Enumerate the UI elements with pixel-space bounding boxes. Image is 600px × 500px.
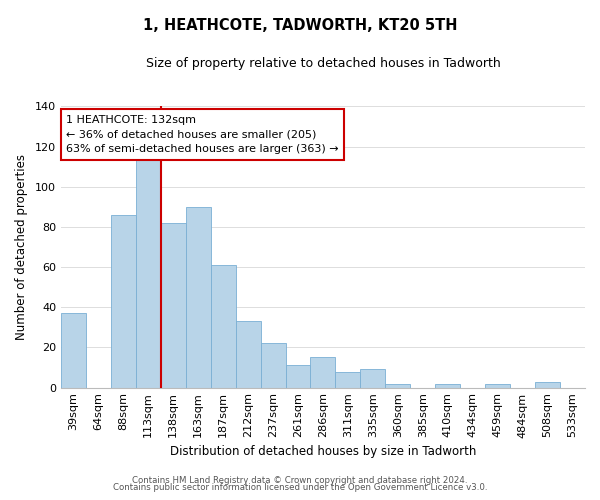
Bar — [485, 384, 510, 388]
Text: Contains public sector information licensed under the Open Government Licence v3: Contains public sector information licen… — [113, 484, 487, 492]
Title: Size of property relative to detached houses in Tadworth: Size of property relative to detached ho… — [146, 58, 500, 70]
X-axis label: Distribution of detached houses by size in Tadworth: Distribution of detached houses by size … — [170, 444, 476, 458]
Bar — [286, 366, 310, 388]
Bar — [260, 344, 286, 388]
Text: Contains HM Land Registry data © Crown copyright and database right 2024.: Contains HM Land Registry data © Crown c… — [132, 476, 468, 485]
Text: 1, HEATHCOTE, TADWORTH, KT20 5TH: 1, HEATHCOTE, TADWORTH, KT20 5TH — [143, 18, 457, 32]
Text: 1 HEATHCOTE: 132sqm
← 36% of detached houses are smaller (205)
63% of semi-detac: 1 HEATHCOTE: 132sqm ← 36% of detached ho… — [66, 115, 339, 154]
Bar — [385, 384, 410, 388]
Bar — [361, 370, 385, 388]
Bar — [136, 150, 161, 388]
Bar — [435, 384, 460, 388]
Bar — [535, 382, 560, 388]
Y-axis label: Number of detached properties: Number of detached properties — [15, 154, 28, 340]
Bar — [211, 265, 236, 388]
Bar — [161, 223, 186, 388]
Bar — [335, 372, 361, 388]
Bar — [186, 207, 211, 388]
Bar — [310, 358, 335, 388]
Bar — [111, 215, 136, 388]
Bar — [236, 322, 260, 388]
Bar — [61, 314, 86, 388]
